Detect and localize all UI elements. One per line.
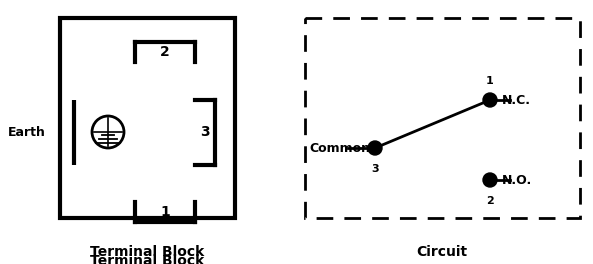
Text: 2: 2: [160, 45, 170, 59]
Text: 1: 1: [160, 205, 170, 219]
Circle shape: [368, 141, 382, 155]
Text: N.O.: N.O.: [502, 173, 533, 186]
Text: 1: 1: [486, 76, 494, 86]
Text: N.C.: N.C.: [502, 93, 531, 106]
Text: 3: 3: [200, 125, 209, 139]
Circle shape: [483, 173, 497, 187]
Text: Common: Common: [309, 142, 370, 154]
Text: 2: 2: [486, 196, 494, 206]
Bar: [60, 18, 235, 218]
Text: Earth: Earth: [8, 125, 46, 139]
Bar: [305, 18, 580, 218]
Text: 3: 3: [371, 164, 379, 174]
Text: Circuit: Circuit: [416, 245, 467, 259]
Circle shape: [483, 93, 497, 107]
Text: Terminal Block: Terminal Block: [90, 254, 204, 264]
Text: Terminal Block: Terminal Block: [90, 245, 204, 259]
